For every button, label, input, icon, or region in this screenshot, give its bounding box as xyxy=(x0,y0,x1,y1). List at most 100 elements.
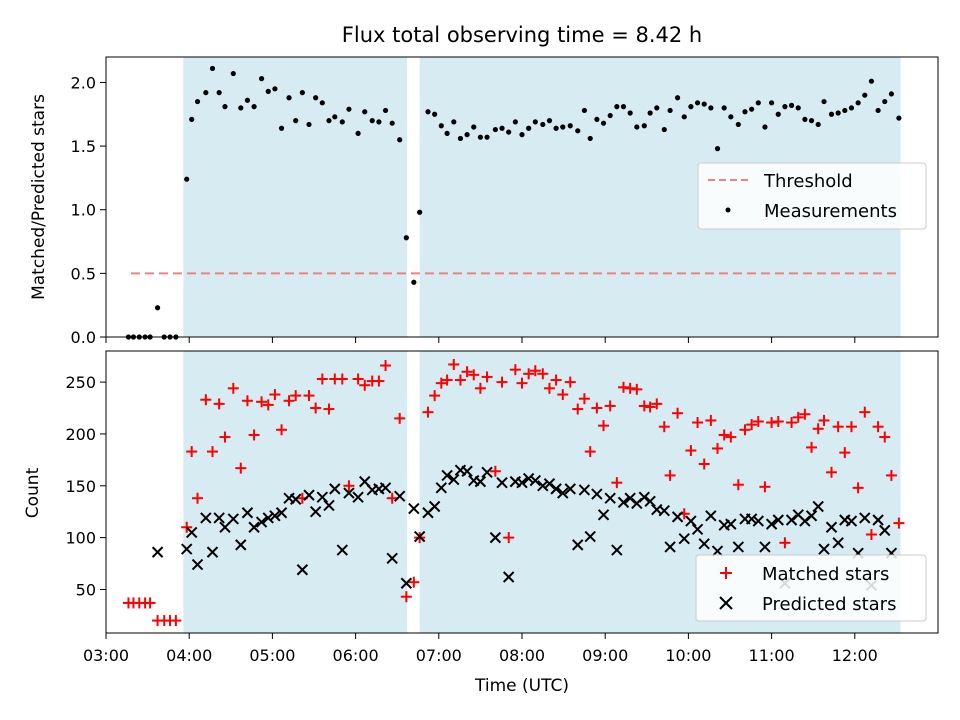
predicted-legend-swatch xyxy=(719,596,733,610)
measurement-point xyxy=(184,176,190,182)
matched-star-point xyxy=(343,480,355,492)
matched-star-point xyxy=(386,492,398,504)
matched-star-point xyxy=(481,371,493,383)
measurement-point xyxy=(620,104,627,110)
matched-star-point xyxy=(262,399,274,411)
matched-star-point xyxy=(235,462,247,474)
matched-star-point xyxy=(732,479,744,491)
panel-top: 0.00.51.01.52.0 Matched/Predicted stars … xyxy=(29,56,939,347)
measurement-point xyxy=(278,125,285,131)
measurement-point xyxy=(464,132,470,138)
predicted-star-point xyxy=(309,505,322,518)
matched-star-point xyxy=(290,390,302,402)
bottom-x-tick-label: 06:00 xyxy=(333,646,379,665)
measurement-point xyxy=(714,146,721,152)
measurement-point xyxy=(154,305,161,311)
predicted-star-point xyxy=(289,493,302,505)
matched-star-point xyxy=(144,597,156,609)
matched-star-point xyxy=(604,400,616,412)
matched-star-point xyxy=(550,374,562,386)
measurement-point xyxy=(614,104,620,110)
matched-star-point xyxy=(578,393,590,405)
matched-star-point xyxy=(276,424,288,436)
predicted-star-point xyxy=(578,484,591,496)
predicted-star-point xyxy=(316,491,329,503)
matched-star-point xyxy=(241,395,253,407)
predicted-star-point xyxy=(611,544,623,556)
predicted-star-point xyxy=(785,514,798,526)
matched-star-point xyxy=(806,441,818,453)
matched-star-point xyxy=(283,395,295,407)
measurement-point xyxy=(506,129,512,135)
measurement-point xyxy=(355,130,361,136)
predicted-star-point xyxy=(584,530,596,543)
matched-star-point xyxy=(885,469,897,481)
measurement-point xyxy=(286,95,292,101)
predicted-star-point xyxy=(691,523,704,536)
matched-star-point xyxy=(394,412,406,424)
matched-star-point xyxy=(893,517,905,529)
bottom-x-tick-label: 10:00 xyxy=(665,646,711,665)
bottom-y-tick-label: 250 xyxy=(65,373,96,392)
bottom-x-tick-label: 09:00 xyxy=(582,646,628,665)
predicted-star-point xyxy=(859,512,871,524)
measurement-point xyxy=(701,101,707,107)
measurement-point xyxy=(742,109,748,115)
measurement-point xyxy=(222,104,228,110)
predicted-star-point xyxy=(664,541,676,553)
measurement-point xyxy=(567,123,573,129)
measurement-point xyxy=(376,119,382,125)
predicted-star-point xyxy=(386,552,398,565)
bottom-x-axis-label: Time (UTC) xyxy=(474,676,569,696)
measurement-point xyxy=(749,106,755,112)
top-x-ticks xyxy=(105,337,856,343)
bottom-x-tick-label: 07:00 xyxy=(416,646,462,665)
measurement-point xyxy=(728,114,734,120)
predicted-star-point xyxy=(352,491,364,503)
predicted-star-point xyxy=(872,514,884,526)
matched-star-point xyxy=(200,394,212,406)
measurement-point xyxy=(600,120,607,126)
predicted-star-point xyxy=(638,491,651,503)
predicted-star-point xyxy=(296,564,309,576)
matched-legend-swatch xyxy=(720,567,732,579)
measurement-point xyxy=(319,100,325,106)
predicted-star-point xyxy=(698,538,710,550)
measurement-point xyxy=(634,124,640,130)
matched-star-point xyxy=(316,373,328,385)
predicted-star-point xyxy=(393,490,406,502)
matched-star-point xyxy=(638,400,650,412)
matched-star-point xyxy=(408,576,420,588)
measurement-point xyxy=(896,115,902,121)
predicted-star-point xyxy=(543,477,556,490)
measurement-point xyxy=(519,132,525,138)
bottom-x-tick-label: 03:00 xyxy=(83,646,129,665)
measurement-point xyxy=(581,107,588,114)
measurement-point xyxy=(654,105,660,111)
matched-star-point xyxy=(310,402,322,414)
predicted-star-point xyxy=(474,475,487,488)
predicted-star-point xyxy=(255,516,268,528)
measurement-point xyxy=(265,88,271,94)
predicted-star-point xyxy=(529,474,542,487)
predicted-star-point xyxy=(685,515,697,527)
matched-star-point xyxy=(845,421,857,433)
top-y-tick-label: 1.5 xyxy=(71,137,96,156)
matched-star-point xyxy=(799,408,811,420)
measurement-point xyxy=(688,104,694,110)
bottom-x-tick-label: 12:00 xyxy=(832,646,878,665)
measurement-point xyxy=(540,121,546,128)
matched-star-point xyxy=(192,492,204,504)
measurement-point xyxy=(641,123,647,129)
measurement-point xyxy=(203,90,209,96)
matched-star-point xyxy=(766,417,778,429)
measurement-point xyxy=(888,91,895,97)
predicted-star-point xyxy=(269,510,281,522)
matched-star-point xyxy=(725,431,737,443)
matched-star-point xyxy=(219,431,231,443)
predicted-star-point xyxy=(435,482,448,494)
measurements-legend-label: Measurements xyxy=(764,201,897,222)
predicted-star-point xyxy=(604,492,616,504)
matched-star-point xyxy=(879,431,891,443)
bottom-points xyxy=(122,358,905,627)
